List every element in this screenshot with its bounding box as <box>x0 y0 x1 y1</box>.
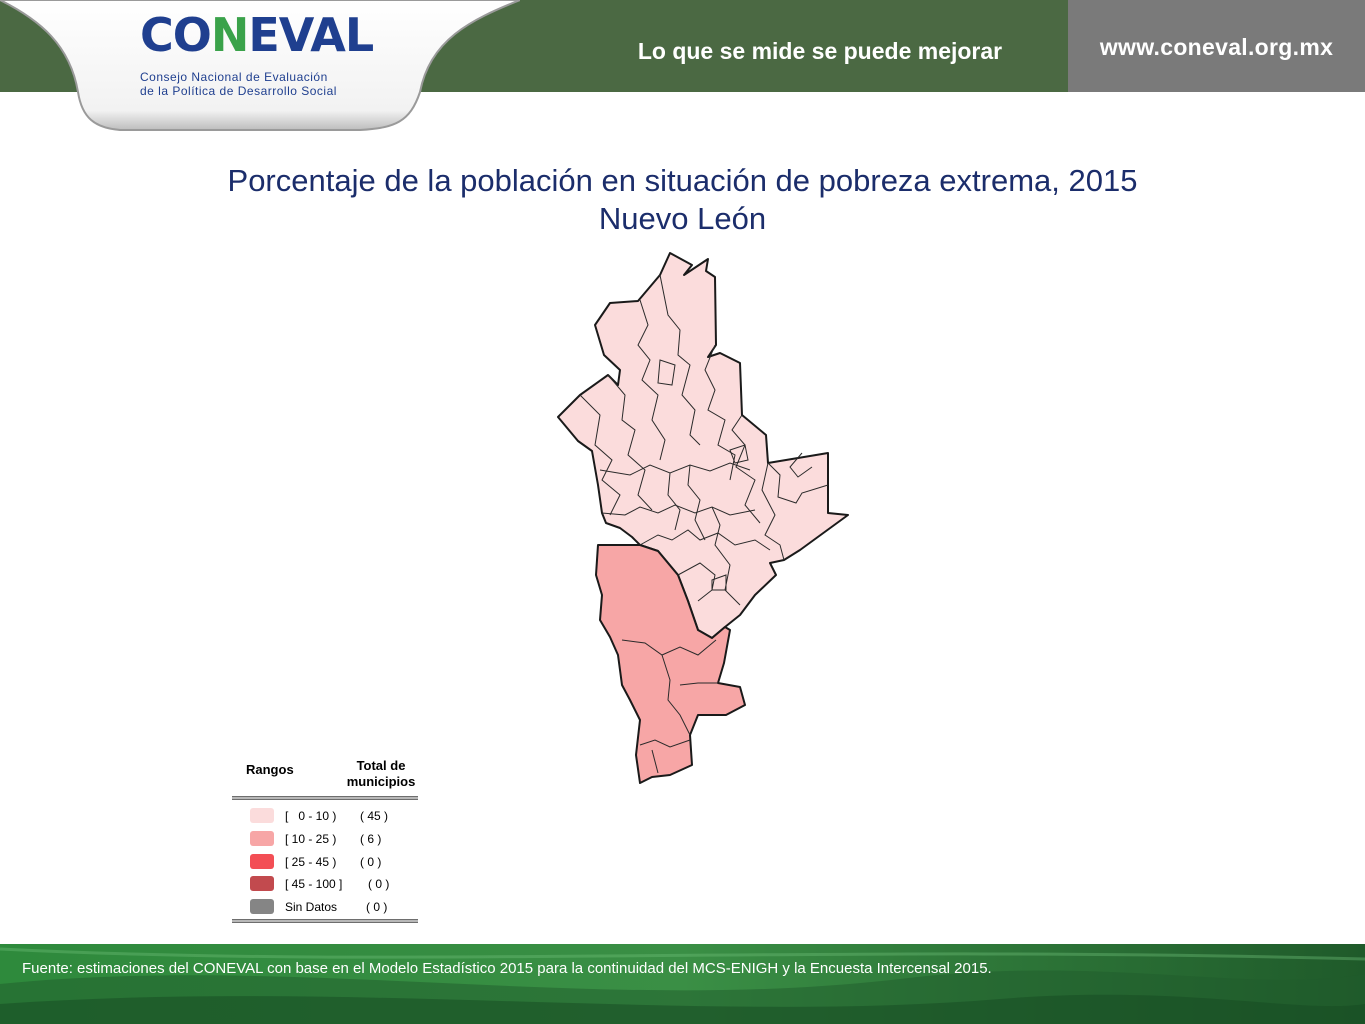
municipal-boundary <box>761 462 785 561</box>
logo-text-a: CO <box>140 8 212 62</box>
municipal-boundary <box>621 639 717 656</box>
logo-plate: CONEVAL Consejo Nacional de Evaluación d… <box>0 0 521 140</box>
legend-header-total-line-1: Total de <box>356 758 406 773</box>
legend-row: [ 0 - 10 ) ( 45 ) <box>232 806 418 828</box>
legend-row: [ 25 - 45 ) ( 0 ) <box>232 852 418 874</box>
page-title: Porcentaje de la población en situación … <box>0 162 1365 238</box>
source-note: Fuente: estimaciones del CONEVAL con bas… <box>22 960 992 977</box>
nuevo-leon-map <box>557 252 849 784</box>
logo-subtitle-line-2: de la Política de Desarrollo Social <box>140 84 337 98</box>
legend-swatch-45-100 <box>250 876 274 891</box>
municipal-boundary <box>639 529 771 551</box>
logo-subtitle-line-1: Consejo Nacional de Evaluación <box>140 70 328 84</box>
municipal-boundary <box>677 562 716 602</box>
municipal-boundary <box>637 299 666 461</box>
municipal-boundary <box>639 739 691 748</box>
legend-count: ( 0 ) <box>368 877 390 891</box>
website-url[interactable]: www.coneval.org.mx <box>1099 34 1334 60</box>
municipal-boundary <box>667 472 681 531</box>
municipal-boundary <box>711 574 727 591</box>
title-line-1: Porcentaje de la población en situación … <box>227 163 1138 198</box>
legend-header-total-line-2: municipios <box>346 774 416 789</box>
coneval-logo[interactable]: CONEVAL <box>140 12 374 58</box>
municipal-boundary <box>731 414 761 524</box>
municipal-boundary <box>601 504 756 516</box>
municipal-boundary <box>711 506 741 606</box>
logo-plate-shape <box>0 0 521 131</box>
legend-top-rule <box>232 796 418 800</box>
logo-text-c: EVAL <box>248 8 374 62</box>
logo-subtitle: Consejo Nacional de Evaluación de la Pol… <box>140 70 337 98</box>
legend-range-label: [ 10 - 25 ) <box>285 832 337 846</box>
municipal-boundary <box>579 394 621 516</box>
title-line-2: Nuevo León <box>598 201 767 236</box>
legend-row: [ 45 - 100 ] ( 0 ) <box>232 874 418 896</box>
municipal-boundary <box>661 654 691 736</box>
legend-header-total: Total de municipios <box>336 758 426 790</box>
municipal-boundary <box>599 462 751 476</box>
legend-swatch-sin-datos <box>250 899 274 914</box>
legend-count: ( 45 ) <box>360 809 389 823</box>
url-box <box>1068 0 1365 92</box>
legend-header-ranges: Rangos <box>246 762 294 777</box>
legend-swatch-10-25 <box>250 831 274 846</box>
legend-range-label: Sin Datos <box>285 900 338 914</box>
legend-swatch-25-45 <box>250 854 274 869</box>
logo-text-b: N <box>210 8 249 62</box>
municipal-boundary <box>767 462 829 504</box>
footer-swoosh <box>0 944 1365 1024</box>
legend-count: ( 0 ) <box>360 855 382 869</box>
legend-range-label: [ 0 - 10 ) <box>285 809 337 823</box>
municipal-boundary <box>679 682 718 686</box>
municipal-boundary <box>651 749 659 774</box>
legend-swatch-0-10 <box>250 808 274 823</box>
footer-band: Fuente: estimaciones del CONEVAL con bas… <box>0 944 1365 1024</box>
municipal-boundary <box>687 464 706 541</box>
municipal-boundary <box>659 274 701 446</box>
municipal-boundary <box>729 444 749 464</box>
map-legend: Rangos Total de municipios [ 0 - 10 ) ( … <box>232 758 418 928</box>
legend-range-label: [ 25 - 45 ) <box>285 855 337 869</box>
municipal-boundary <box>704 344 736 481</box>
legend-count: ( 0 ) <box>366 900 388 914</box>
municipal-boundary <box>607 374 653 511</box>
municipal-boundary <box>657 359 676 386</box>
map-region-south <box>595 544 746 784</box>
slogan: Lo que se mide se puede mejorar <box>637 38 1003 64</box>
legend-bottom-rule <box>232 919 418 923</box>
legend-count: ( 6 ) <box>360 832 382 846</box>
legend-range-label: [ 45 - 100 ] <box>285 877 343 891</box>
municipal-boundary <box>789 452 813 478</box>
legend-row: Sin Datos ( 0 ) <box>232 897 418 919</box>
legend-row: [ 10 - 25 ) ( 6 ) <box>232 829 418 851</box>
